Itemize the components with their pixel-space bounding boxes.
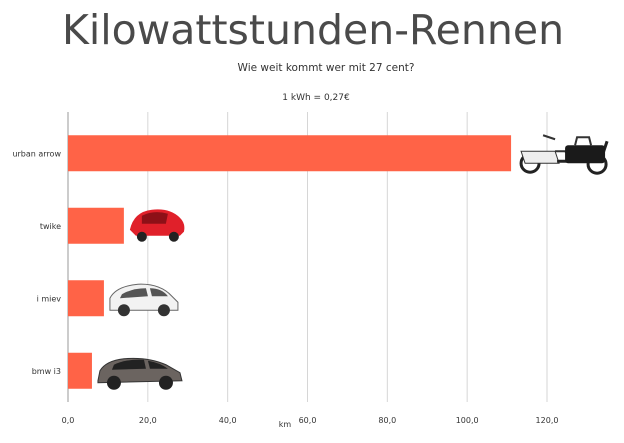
x-tick-label: 120,0: [536, 416, 559, 425]
x-tick-label: 40,0: [219, 416, 237, 425]
chart-title: Kilowattstunden-Rennen: [62, 6, 565, 54]
twike-car-icon: [129, 209, 185, 242]
x-tick-label: 100,0: [456, 416, 479, 425]
bar-urban-arrow: [68, 135, 512, 172]
category-label: urban arrow: [12, 149, 61, 158]
category-label: i miev: [37, 294, 62, 303]
x-tick-label: 80,0: [378, 416, 396, 425]
bar-bmw-i3: [68, 352, 92, 389]
bar-twike: [68, 207, 124, 244]
x-tick-label: 20,0: [139, 416, 157, 425]
x-axis-label: km: [279, 420, 292, 429]
x-tick-label: 60,0: [299, 416, 317, 425]
x-tick-label: 0,0: [62, 416, 75, 425]
bmw-i3-car-icon: [97, 357, 183, 390]
chart-note: 1 kWh = 0,27€: [282, 93, 350, 103]
category-label: bmw i3: [32, 367, 61, 376]
bar-i-miev: [68, 280, 104, 317]
chart-subtitle: Wie weit kommt wer mit 27 cent?: [237, 62, 415, 74]
category-label: twike: [40, 222, 61, 231]
i-miev-car-icon: [109, 283, 179, 317]
cargo-bike-icon: [519, 134, 609, 175]
